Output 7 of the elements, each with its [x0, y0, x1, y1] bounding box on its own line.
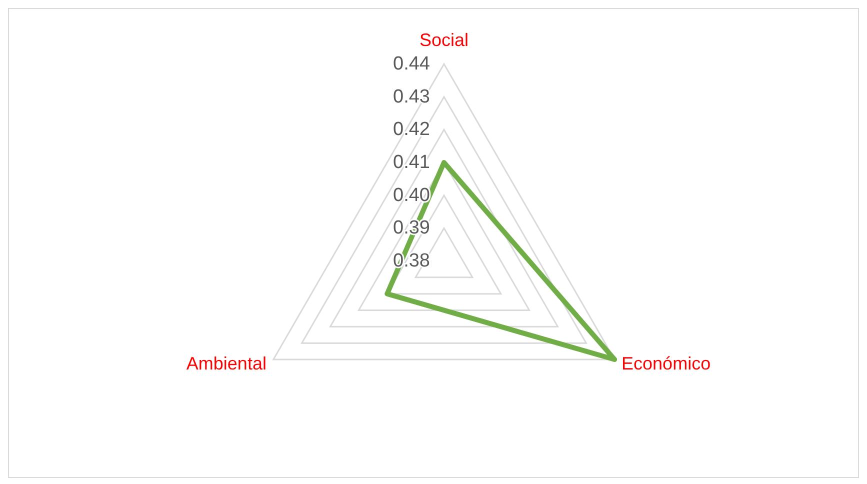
y-tick-label: 0.41 [393, 152, 430, 173]
y-tick-label: 0.43 [393, 86, 430, 108]
y-tick-label: 0.42 [393, 119, 430, 140]
spoke-label: Ambiental [186, 354, 266, 374]
spoke-label: Económico [622, 354, 711, 374]
spoke-label: Social [419, 30, 469, 50]
y-tick-label: 0.44 [393, 54, 430, 74]
